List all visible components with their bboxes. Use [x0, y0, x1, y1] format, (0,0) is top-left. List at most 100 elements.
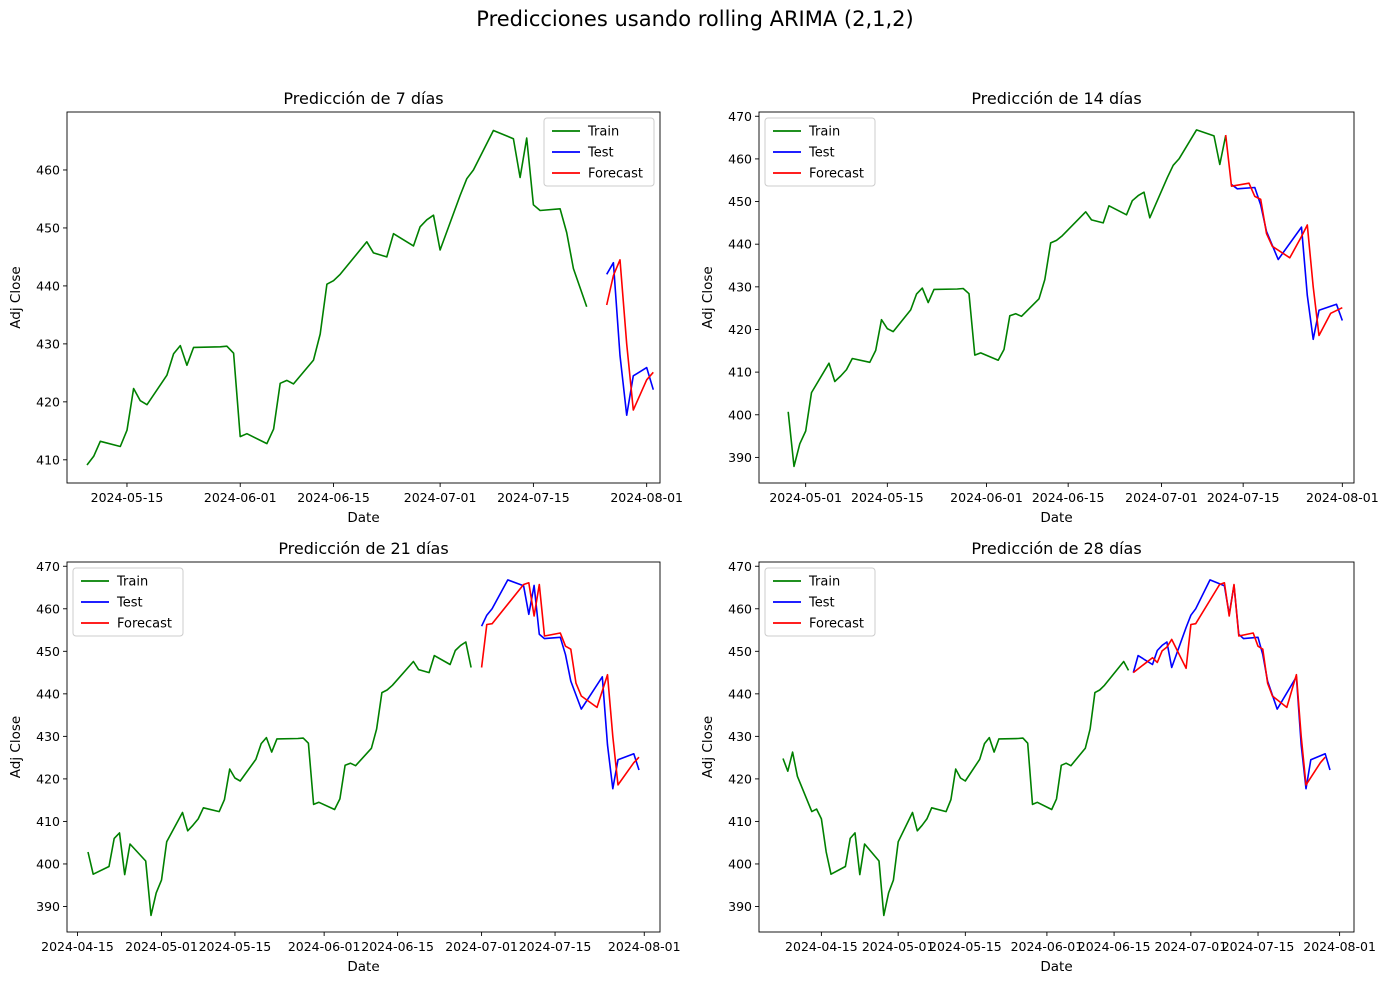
legend-label-train: Train — [116, 575, 148, 590]
x-tick-label: 2024-07-01 — [404, 490, 477, 505]
series-line-test — [1132, 579, 1331, 790]
legend-label-train: Train — [587, 125, 619, 140]
legend-label-test: Test — [808, 596, 835, 611]
y-tick-label: 450 — [728, 644, 752, 659]
y-tick-label: 410 — [728, 365, 752, 380]
axes-frame — [758, 561, 1355, 933]
y-tick-label: 420 — [728, 322, 752, 337]
legend-label-train: Train — [808, 125, 840, 140]
legend: Train Test Forecast — [764, 567, 876, 637]
y-tick-label: 430 — [36, 729, 60, 744]
x-tick-label: 2024-08-01 — [1306, 490, 1379, 505]
y-axis-label: Adj Close — [700, 266, 716, 328]
y-tick-label: 460 — [728, 151, 752, 166]
legend-label-forecast: Forecast — [809, 167, 864, 182]
legend-label-test: Test — [116, 596, 143, 611]
y-tick-label: 470 — [728, 559, 752, 574]
subplot-title: Predicción de 28 días — [971, 539, 1141, 558]
y-tick-label: 400 — [36, 856, 60, 871]
x-tick-label: 2024-08-01 — [610, 490, 683, 505]
y-tick-label: 440 — [728, 686, 752, 701]
x-axis-label: Date — [347, 510, 379, 526]
legend-box — [764, 117, 876, 187]
x-axis-label: Date — [1040, 959, 1072, 975]
axes-frame — [66, 561, 661, 933]
x-tick-label: 2024-06-15 — [361, 939, 434, 954]
y-axis-label: Adj Close — [8, 266, 24, 328]
y-tick-label: 390 — [728, 450, 752, 465]
subplot-title: Predicción de 21 días — [278, 539, 448, 558]
legend-label-test: Test — [587, 146, 614, 161]
y-tick-label: 410 — [728, 814, 752, 829]
y-tick-label: 460 — [728, 601, 752, 616]
y-tick-label: 440 — [36, 686, 60, 701]
series-line-train — [787, 129, 1227, 468]
series-line-train — [782, 660, 1130, 917]
y-tick-label: 430 — [728, 729, 752, 744]
subplot-title: Predicción de 7 días — [283, 89, 443, 108]
x-tick-label: 2024-06-15 — [1078, 939, 1151, 954]
y-tick-label: 410 — [36, 452, 60, 467]
series-line-test — [606, 261, 655, 417]
legend-label-forecast: Forecast — [117, 617, 172, 632]
axes-frame — [758, 111, 1355, 484]
legend-label-forecast: Forecast — [809, 617, 864, 632]
legend: Train Test Forecast — [72, 567, 184, 637]
x-tick-label: 2024-06-01 — [950, 490, 1023, 505]
x-tick-label: 2024-06-01 — [1011, 939, 1084, 954]
y-tick-label: 440 — [36, 278, 60, 293]
subplot-grid: 2024-05-15 2024-06-01 2024-06-15 2024-07-01… — [8, 89, 1379, 975]
series-line-train — [86, 129, 588, 466]
legend-label-test: Test — [808, 146, 835, 161]
y-tick-label: 430 — [36, 336, 60, 351]
y-tick-label: 470 — [728, 109, 752, 124]
figure-title: Predicciones usando rolling ARIMA (2,1,2… — [476, 7, 913, 31]
y-tick-label: 450 — [36, 220, 60, 235]
x-tick-label: 2024-05-01 — [769, 490, 842, 505]
x-tick-label: 2024-05-01 — [125, 939, 198, 954]
x-tick-label: 2024-06-15 — [297, 490, 370, 505]
legend-box — [764, 567, 876, 637]
legend: Train Test Forecast — [543, 117, 655, 187]
y-tick-label: 400 — [728, 856, 752, 871]
y-tick-label: 420 — [36, 771, 60, 786]
y-tick-label: 450 — [728, 194, 752, 209]
subplot-1: 2024-05-15 2024-06-01 2024-06-15 2024-07-01… — [8, 89, 683, 526]
legend-box — [543, 117, 655, 187]
y-tick-label: 430 — [728, 279, 752, 294]
x-axis-label: Date — [347, 959, 379, 975]
y-tick-label: 390 — [728, 899, 752, 914]
x-tick-label: 2024-07-01 — [1155, 939, 1228, 954]
x-tick-label: 2024-07-15 — [497, 490, 570, 505]
x-tick-label: 2024-07-01 — [1125, 490, 1198, 505]
x-tick-label: 2024-07-15 — [519, 939, 592, 954]
subplot-title: Predicción de 14 días — [971, 89, 1141, 108]
y-axis-label: Adj Close — [8, 716, 24, 778]
series-line-train — [87, 641, 472, 917]
series-line-forecast — [480, 581, 640, 786]
legend-label-train: Train — [808, 575, 840, 590]
y-tick-label: 470 — [36, 559, 60, 574]
x-tick-label: 2024-04-15 — [785, 939, 858, 954]
y-tick-label: 460 — [36, 601, 60, 616]
x-tick-label: 2024-05-15 — [929, 939, 1002, 954]
x-tick-label: 2024-05-15 — [91, 490, 164, 505]
series-line-forecast — [605, 258, 654, 411]
axes-frame — [66, 111, 661, 484]
y-tick-label: 450 — [36, 644, 60, 659]
series-line-test — [480, 579, 640, 790]
y-tick-label: 410 — [36, 814, 60, 829]
x-tick-label: 2024-08-01 — [1303, 939, 1376, 954]
x-tick-label: 2024-06-01 — [204, 490, 277, 505]
x-tick-label: 2024-08-01 — [608, 939, 681, 954]
x-tick-label: 2024-06-01 — [288, 939, 361, 954]
x-tick-label: 2024-07-01 — [445, 939, 518, 954]
x-tick-label: 2024-05-15 — [199, 939, 272, 954]
y-tick-label: 460 — [36, 162, 60, 177]
x-tick-label: 2024-07-15 — [1207, 490, 1280, 505]
x-tick-label: 2024-05-15 — [851, 490, 924, 505]
y-tick-label: 400 — [728, 407, 752, 422]
series-line-forecast — [1132, 581, 1326, 786]
x-tick-label: 2024-05-01 — [862, 939, 935, 954]
